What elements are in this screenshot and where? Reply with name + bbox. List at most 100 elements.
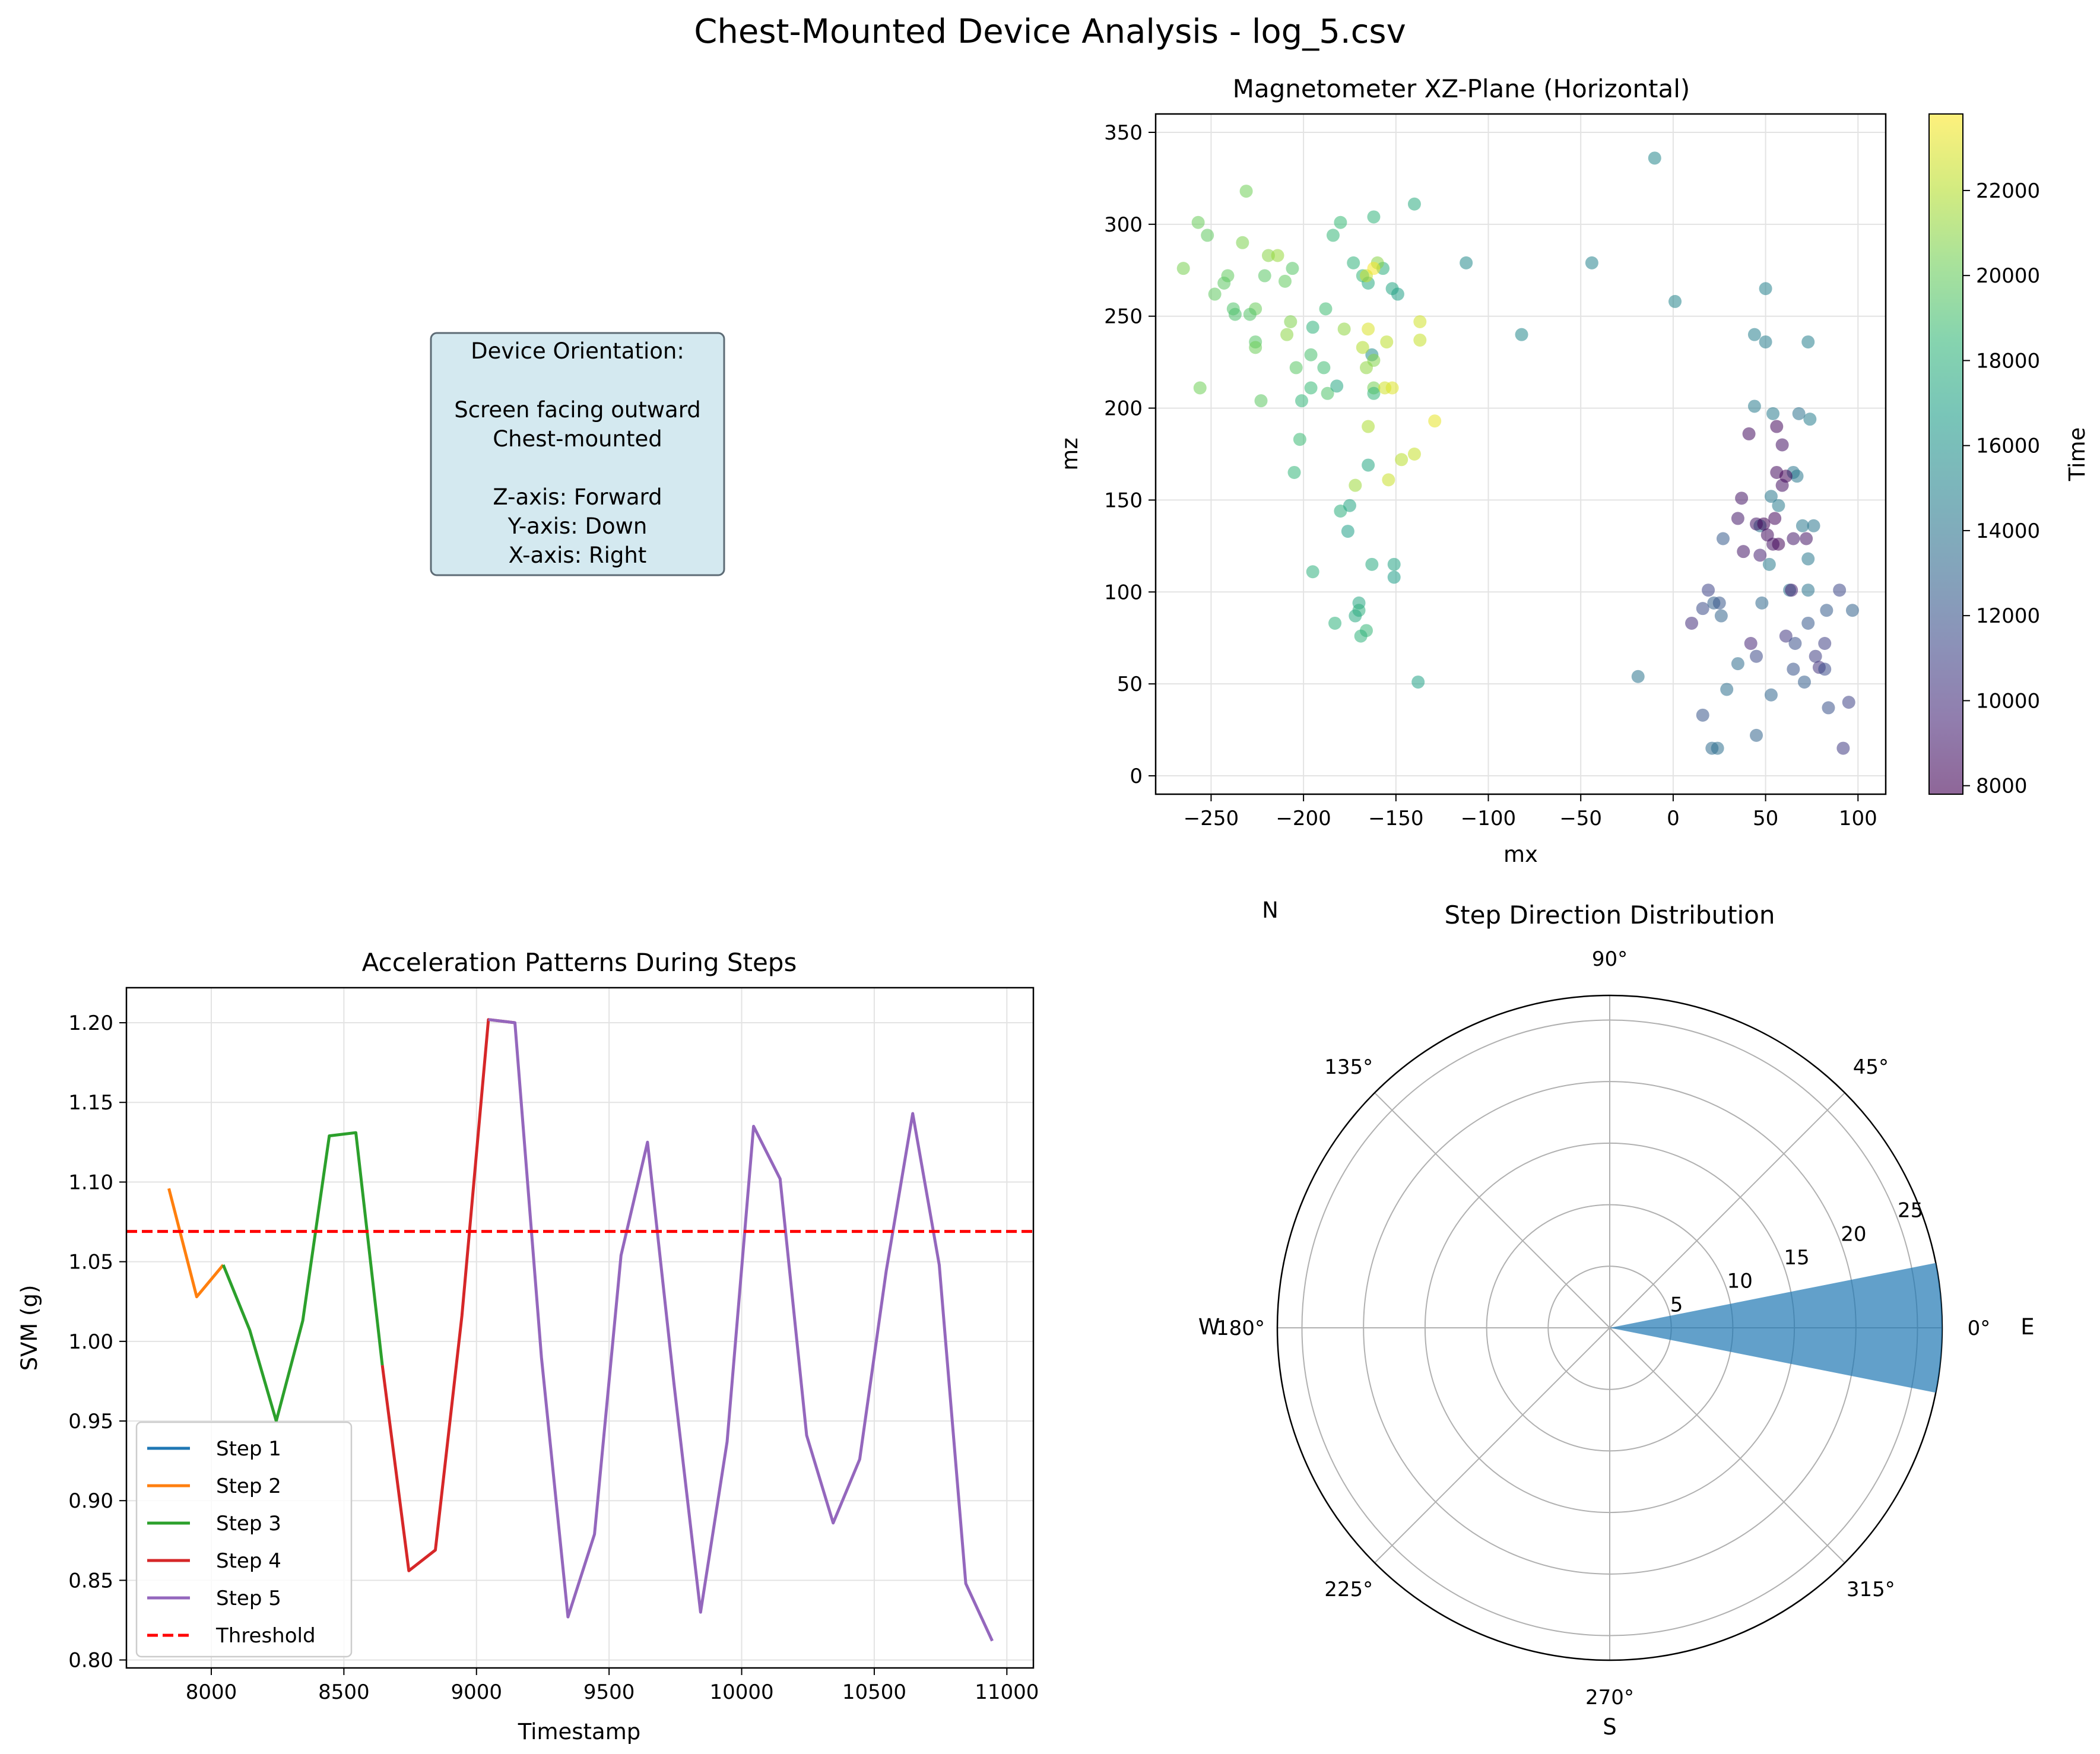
scatter-point — [1753, 548, 1767, 562]
scatter-point — [1347, 256, 1360, 269]
colorbar-tick-label: 12000 — [1976, 604, 2040, 628]
x-axis: 8000 8500 9000 9500 10000 10500 11000 — [186, 1668, 1039, 1704]
scatter-point — [1648, 151, 1661, 165]
x-tick-label: −100 — [1461, 807, 1516, 830]
radial-tick-label: 25 — [1898, 1199, 1923, 1223]
y-tick-label: 350 — [1104, 121, 1143, 145]
x-tick-label: −50 — [1559, 807, 1602, 830]
scatter-point — [1380, 335, 1394, 349]
scatter-point — [1801, 616, 1815, 630]
x-tick-label: 10500 — [842, 1680, 906, 1704]
info-line: Z-axis: Forward — [493, 484, 662, 510]
scatter-point — [1801, 583, 1815, 597]
x-axis: −250 −200 −150 −100 −50 0 50 100 — [1184, 794, 1877, 830]
scatter-point — [1785, 583, 1798, 597]
scatter-point — [1716, 532, 1730, 545]
acceleration-line-chart: Acceleration Patterns During Steps 8000 8… — [17, 948, 1039, 1745]
compass-s: S — [1603, 1714, 1617, 1740]
colorbar-tick-label: 8000 — [1976, 775, 2028, 798]
scatter-point — [1328, 616, 1342, 630]
angle-tick-label: 0° — [1968, 1317, 1991, 1340]
x-tick-label: −150 — [1368, 807, 1423, 830]
scatter-point — [1280, 328, 1294, 341]
scatter-point — [1742, 427, 1756, 440]
scatter-point — [1236, 236, 1249, 249]
scatter-point — [1631, 670, 1645, 683]
angle-tick-label: 90° — [1592, 947, 1628, 971]
scatter-point — [1787, 532, 1800, 545]
colorbar-tick-label: 18000 — [1976, 349, 2040, 373]
scatter-point — [1337, 322, 1351, 336]
orientation-info-panel: Device Orientation: Screen facing outwar… — [430, 332, 725, 576]
polar-bars — [1610, 1263, 1942, 1393]
scatter-point — [1779, 629, 1793, 643]
scatter-point — [1243, 307, 1257, 321]
scatter-point — [1750, 728, 1763, 742]
scatter-point — [1818, 662, 1832, 676]
scatter-point — [1306, 321, 1319, 334]
polar-bar — [1610, 1263, 1942, 1393]
scatter-point — [1201, 229, 1214, 242]
colorbar-tick-label: 20000 — [1976, 264, 2040, 288]
scatter-point — [1367, 386, 1381, 400]
scatter-point — [1803, 413, 1817, 426]
x-tick-label: 50 — [1753, 807, 1778, 830]
angle-tick-label: 45° — [1853, 1055, 1889, 1079]
scatter-point — [1788, 637, 1802, 651]
scatter-point — [1289, 361, 1303, 375]
scatter-point — [1801, 552, 1815, 566]
series-lines — [126, 1018, 1033, 1642]
scatter-point — [1770, 420, 1784, 433]
angular-grid-line — [1609, 1327, 1845, 1563]
scatter-point — [1731, 512, 1744, 525]
scatter-point — [1735, 491, 1749, 505]
colorbar-label: Time — [2064, 427, 2090, 482]
scatter-point — [1217, 276, 1231, 290]
scatter-point — [1228, 307, 1242, 321]
scatter-point — [1714, 609, 1728, 623]
scatter-point — [1356, 341, 1369, 354]
scatter-point — [1711, 741, 1724, 755]
scatter-point — [1515, 328, 1528, 341]
y-tick-label: 50 — [1117, 673, 1143, 696]
scatter-point — [1696, 602, 1709, 616]
scatter-point — [1750, 649, 1763, 663]
scatter-point — [1385, 381, 1399, 395]
x-tick-label: 9000 — [451, 1680, 502, 1704]
scatter-point — [1755, 596, 1769, 610]
radial-tick-label: 20 — [1841, 1222, 1866, 1246]
angular-grid-line — [1374, 1092, 1610, 1328]
scatter-point — [1822, 701, 1835, 715]
scatter-point — [1349, 609, 1362, 623]
scatter-point — [1796, 519, 1809, 532]
series-line — [488, 1018, 994, 1642]
scatter-point — [1254, 394, 1268, 408]
scatter-point — [1395, 453, 1409, 467]
scatter-point — [1304, 348, 1318, 361]
polar-tick-labels: 0° 45° 90° 135° 180° 225° 270° 315° 5 10 15 20 25 — [1216, 947, 1990, 1709]
scatter-point — [1362, 322, 1375, 336]
scatter-point — [1764, 688, 1778, 702]
scatter-point — [1833, 583, 1847, 597]
scatter-point — [1702, 583, 1715, 597]
scatter-point — [1365, 557, 1379, 571]
angular-grid-line — [1609, 1092, 1845, 1328]
scatter-points — [1176, 151, 1859, 755]
scatter-point — [1818, 637, 1832, 651]
polar-frame — [1276, 994, 1943, 1661]
chart-title: Magnetometer XZ-Plane (Horizontal) — [1233, 74, 1690, 103]
scatter-point — [1387, 570, 1401, 584]
colorbar — [1928, 113, 1963, 795]
x-tick-label: −250 — [1184, 807, 1239, 830]
scatter-point — [1306, 565, 1319, 579]
info-line: Chest-mounted — [493, 426, 662, 452]
scatter-point — [1362, 420, 1375, 433]
scatter-point — [1367, 262, 1381, 275]
y-axis-label: SVM (g) — [17, 1285, 42, 1371]
scatter-point — [1820, 604, 1833, 617]
scatter-point — [1407, 197, 1421, 211]
scatter-point — [1668, 294, 1682, 308]
scatter-point — [1809, 649, 1822, 663]
compass-w: W — [1198, 1314, 1220, 1340]
scatter-point — [1720, 683, 1734, 696]
